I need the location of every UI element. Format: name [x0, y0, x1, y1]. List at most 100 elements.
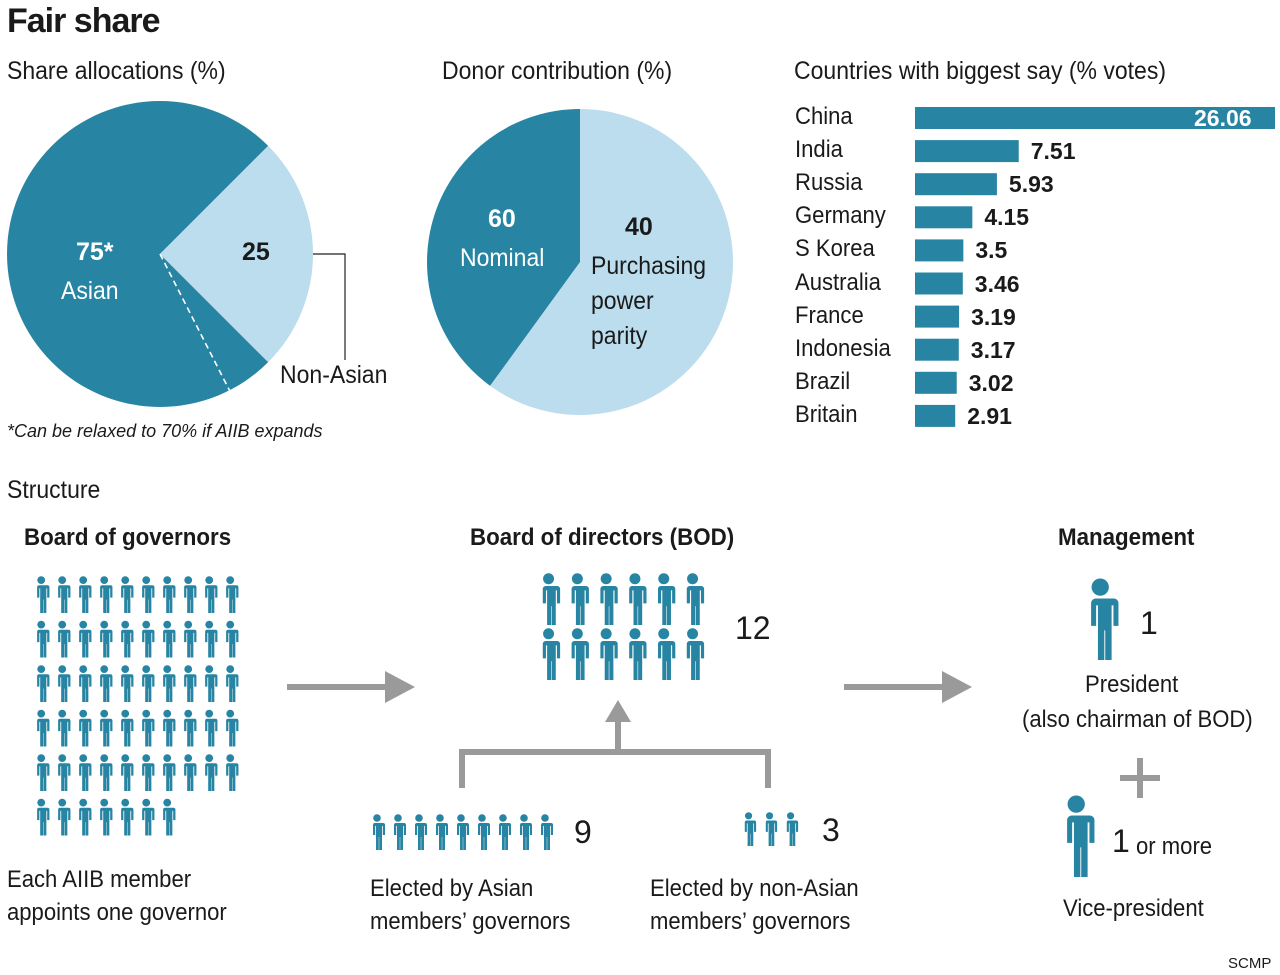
pie2-slice-nominal	[427, 109, 580, 386]
director-person-icon	[568, 573, 589, 625]
governor-person-icon	[182, 709, 197, 747]
governor-person-icon	[77, 709, 92, 747]
governor-person-icon	[161, 576, 176, 613]
governor-person-icon	[35, 754, 50, 791]
governor-person-icon	[224, 620, 239, 658]
governor-person-icon	[77, 576, 92, 613]
president-count: 1	[1140, 605, 1158, 641]
arrow-governors-to-directors	[287, 671, 415, 703]
governor-person-icon	[161, 798, 176, 836]
governor-person-icon	[203, 576, 218, 613]
governor-person-icon	[140, 665, 155, 702]
president-label: President	[1085, 671, 1179, 698]
structure-label: Structure	[7, 476, 101, 504]
source-credit: SCMP	[1228, 955, 1272, 972]
governor-person-icon	[98, 754, 113, 791]
governor-person-icon	[35, 798, 50, 836]
governor-person-icon	[161, 620, 176, 658]
asian-director-person-icon	[518, 814, 532, 850]
asian-director-person-icon	[371, 814, 385, 850]
governor-person-icon	[77, 754, 92, 791]
bar-value-label: 4.15	[984, 204, 1030, 231]
pie1-leader-line	[313, 253, 346, 360]
governor-person-icon	[56, 665, 71, 702]
governor-person-icon	[98, 620, 113, 658]
governor-person-icon	[203, 620, 218, 658]
non-asian-director-person-icon	[784, 812, 799, 846]
governor-person-icon	[35, 576, 50, 613]
page-title: Fair share	[7, 2, 161, 40]
bracket-line	[459, 749, 771, 788]
bar-value-label: 3.19	[971, 303, 1016, 330]
governors-title: Board of governors	[24, 524, 232, 551]
non-asian-director-person-icon	[742, 812, 757, 846]
governor-person-icon	[140, 709, 155, 747]
pie1-slice-non-asian	[160, 145, 314, 363]
bar-value-label: 3.17	[970, 336, 1016, 363]
director-person-icon	[626, 628, 647, 680]
bar-china	[915, 107, 1275, 129]
non-asian-directors-count: 3	[822, 812, 840, 848]
governor-person-icon	[140, 798, 155, 836]
vp-label: Vice-president	[1063, 895, 1204, 922]
asian-director-person-icon	[455, 814, 469, 850]
governors-desc: Each AIIB member appoints one governor	[7, 863, 227, 929]
asian-director-person-icon	[539, 814, 553, 850]
arrow-directors-to-management	[844, 671, 972, 703]
bar-germany	[915, 206, 973, 229]
pie1-asian-value: 75*	[76, 238, 114, 266]
governor-person-icon	[182, 754, 197, 791]
director-person-icon	[597, 573, 618, 625]
governor-person-icon	[161, 754, 176, 791]
governor-person-icon	[56, 754, 71, 791]
governor-person-icon	[119, 709, 134, 747]
pie1-asian-label: Asian	[61, 277, 119, 305]
pie1-non-asian-value: 25	[242, 238, 270, 266]
bar-category-label: Brazil	[795, 367, 851, 395]
bar-category-label: France	[795, 301, 864, 329]
pie2-ppp-label-3: parity	[591, 322, 648, 350]
governor-person-icon	[224, 754, 239, 791]
bar-category-label: S Korea	[795, 235, 875, 263]
pie1-non-asian-label: Non-Asian	[280, 361, 388, 389]
bar-category-label: Britain	[795, 400, 858, 428]
pie2-ppp-value: 40	[625, 213, 653, 241]
governor-person-icon	[119, 798, 134, 836]
non-asian-desc-line2: members’ governors	[650, 908, 851, 935]
non-asian-director-person-icon	[763, 812, 778, 846]
governor-person-icon	[224, 576, 239, 613]
president-note: (also chairman of BOD)	[1022, 706, 1253, 733]
bar-value-label: 3.02	[968, 369, 1014, 396]
bar-india	[915, 140, 1019, 163]
governor-person-icon	[224, 665, 239, 702]
vp-more: or more	[1136, 833, 1213, 860]
bar-chart-title: Countries with biggest say (% votes)	[794, 57, 1166, 85]
governor-person-icon	[161, 709, 176, 747]
bar-value-label: 2.91	[967, 402, 1012, 429]
pie2-nominal-value: 60	[488, 205, 516, 233]
arrow-up-to-directors	[605, 700, 631, 752]
governor-person-icon	[56, 620, 71, 658]
governor-person-icon	[77, 798, 92, 836]
governor-person-icon	[119, 665, 134, 702]
pie2-title: Donor contribution (%)	[442, 57, 673, 85]
director-person-icon	[655, 628, 676, 680]
director-person-icon	[539, 573, 561, 625]
governor-person-icon	[119, 576, 134, 613]
pie1-title: Share allocations (%)	[7, 57, 226, 85]
pie1-dashed-70-line	[159, 253, 231, 391]
bar-category-label: Germany	[795, 202, 886, 230]
asian-director-person-icon	[413, 814, 427, 850]
governor-person-icon	[35, 665, 50, 702]
pie2-ppp-label-2: power	[591, 287, 654, 315]
bar-france	[915, 305, 960, 328]
asian-desc-line1: Elected by Asian	[370, 875, 534, 902]
bar-value-label: 3.46	[974, 270, 1020, 297]
governor-person-icon	[77, 665, 92, 702]
bar-category-label: India	[795, 136, 843, 164]
directors-count: 12	[735, 610, 771, 646]
president-person-icon	[1086, 578, 1119, 660]
governor-person-icon	[119, 620, 134, 658]
bar-value-label: 3.5	[975, 237, 1008, 264]
governor-person-icon	[161, 665, 176, 702]
